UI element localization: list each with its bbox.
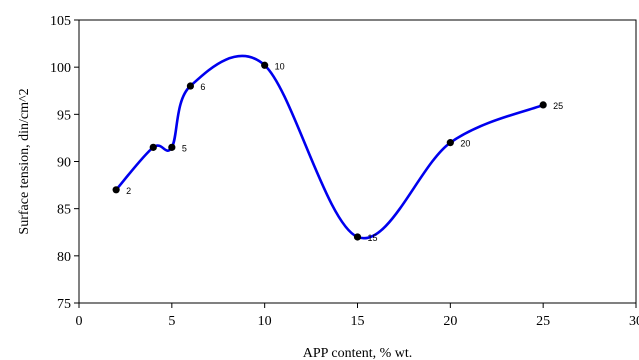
data-point-label: 10	[275, 61, 285, 71]
data-point-label: 6	[200, 82, 205, 92]
data-markers	[112, 61, 547, 241]
y-tick-label: 90	[57, 156, 71, 171]
data-point	[539, 101, 547, 109]
y-tick-label: 95	[57, 108, 71, 123]
y-tick-label: 80	[57, 250, 71, 265]
data-point-label: 15	[368, 233, 378, 243]
data-point-label: 5	[182, 143, 187, 153]
data-point-label: 25	[553, 101, 563, 111]
x-axis-ticks: 0 5 10 15 20 25 30	[76, 303, 639, 329]
y-tick-label: 75	[57, 297, 71, 312]
data-point	[112, 186, 120, 194]
x-tick-label: 25	[536, 314, 550, 329]
data-point-label: 20	[460, 139, 470, 149]
y-tick-label: 100	[50, 61, 71, 76]
series-line	[115, 54, 544, 240]
y-tick-label: 105	[50, 14, 71, 29]
y-tick-label: 85	[57, 203, 71, 218]
data-point	[446, 139, 454, 147]
x-tick-label: 5	[168, 314, 175, 329]
y-axis-ticks: 75 80 85 90 95 100 105	[50, 14, 79, 312]
x-axis-title: APP content, % wt.	[303, 346, 413, 360]
x-tick-label: 0	[76, 314, 83, 329]
x-tick-label: 20	[443, 314, 457, 329]
x-tick-label: 15	[351, 314, 365, 329]
data-point	[186, 82, 194, 90]
data-point	[261, 61, 269, 69]
data-point	[149, 143, 157, 151]
data-point	[353, 233, 362, 241]
data-point-label: 2	[126, 186, 131, 196]
x-tick-label: 30	[629, 314, 639, 329]
data-point	[168, 143, 176, 151]
plot-frame	[78, 19, 637, 304]
plot-border	[78, 19, 637, 304]
y-axis-title: Surface tension, din/cm^2	[17, 88, 32, 234]
x-tick-label: 10	[258, 314, 272, 329]
